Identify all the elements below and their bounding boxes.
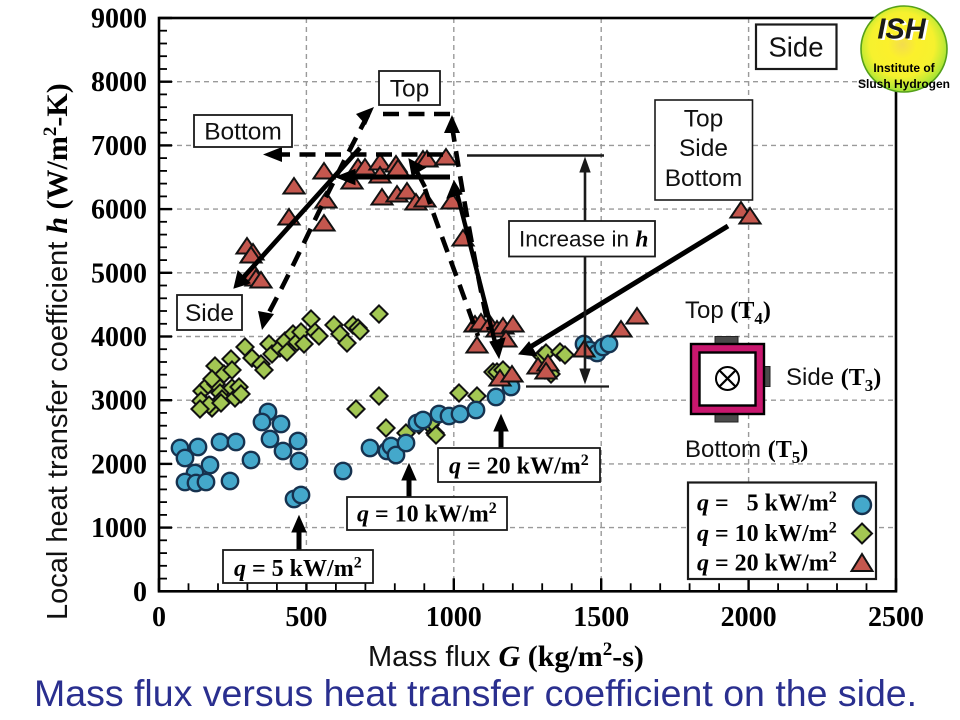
svg-text:Side: Side [679, 135, 728, 162]
svg-text:1000: 1000 [426, 602, 482, 633]
svg-text:q = 5 kW/m2: q = 5 kW/m2 [697, 489, 837, 517]
svg-text:0: 0 [133, 577, 147, 608]
svg-text:2000: 2000 [91, 449, 147, 480]
svg-text:1000: 1000 [91, 513, 147, 544]
svg-text:Mass flux versus heat transfer: Mass flux versus heat transfer coefficie… [34, 672, 917, 714]
svg-text:1500: 1500 [573, 602, 629, 633]
svg-text:9000: 9000 [91, 4, 147, 35]
svg-text:Increase in h: Increase in h [519, 227, 648, 253]
svg-text:q = 10 kW/m2: q = 10 kW/m2 [357, 500, 497, 528]
svg-text:0: 0 [152, 602, 166, 633]
svg-text:Institute of: Institute of [873, 61, 935, 75]
svg-text:Slush Hydrogen: Slush Hydrogen [858, 77, 950, 91]
svg-text:Side: Side [185, 300, 234, 327]
svg-text:2500: 2500 [868, 602, 924, 633]
svg-text:Bottom: Bottom [204, 119, 282, 146]
svg-text:3000: 3000 [91, 386, 147, 417]
svg-text:q = 5 kW/m2: q = 5 kW/m2 [234, 555, 362, 583]
svg-text:q = 20 kW/m2: q = 20 kW/m2 [449, 452, 589, 480]
svg-text:Bottom (T5): Bottom (T5) [685, 436, 808, 467]
svg-text:Mass flux G (kg/m2-s): Mass flux G (kg/m2-s) [368, 639, 644, 673]
svg-text:7000: 7000 [91, 131, 147, 162]
svg-text:500: 500 [285, 602, 327, 633]
svg-text:Top: Top [390, 76, 430, 103]
svg-text:q = 20 kW/m2: q = 20 kW/m2 [697, 549, 837, 577]
svg-text:Side (T3): Side (T3) [786, 364, 881, 395]
svg-text:6000: 6000 [91, 195, 147, 226]
svg-text:4000: 4000 [91, 322, 147, 353]
svg-text:ISH: ISH [877, 14, 926, 46]
svg-text:Side: Side [768, 32, 823, 63]
svg-text:Bottom: Bottom [665, 165, 743, 192]
svg-text:5000: 5000 [91, 258, 147, 289]
svg-text:Local heat transfer coefficien: Local heat transfer coefficient h (W/m2-… [40, 83, 74, 620]
svg-text:8000: 8000 [91, 67, 147, 98]
svg-text:Top: Top [684, 106, 724, 133]
svg-text:q = 10 kW/m2: q = 10 kW/m2 [697, 520, 837, 548]
svg-text:2000: 2000 [721, 602, 777, 633]
svg-text:ISH: ISH [880, 15, 929, 47]
